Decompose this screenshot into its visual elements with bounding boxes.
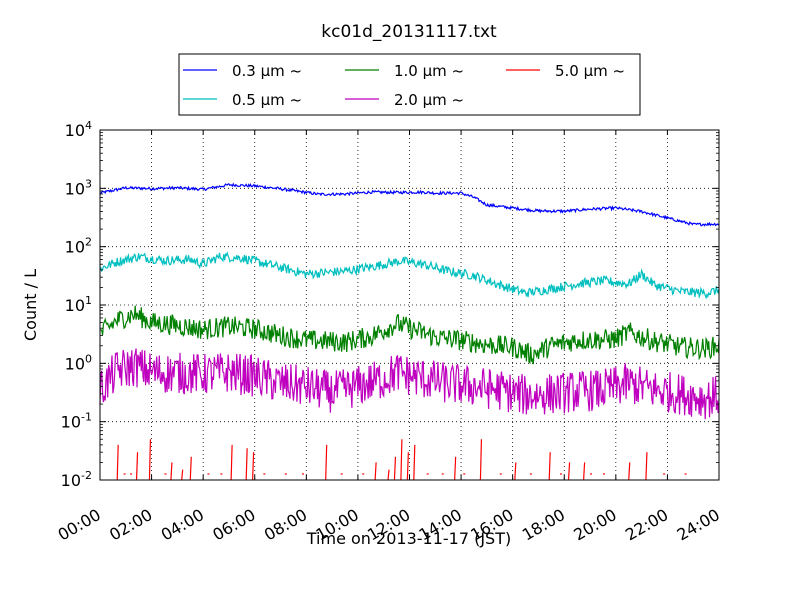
y-tick-label: 104 (65, 119, 92, 140)
legend-label: 2.0 µm ~ (394, 91, 464, 109)
series-spike (325, 444, 328, 481)
y-tick-label: 103 (65, 177, 92, 198)
series-spike (181, 469, 184, 481)
series-spike (252, 452, 255, 481)
series-spike (230, 444, 233, 481)
x-tick-label: 02:00 (106, 505, 155, 545)
series-spike (479, 439, 483, 481)
series-spike (170, 462, 173, 481)
x-tick-label: 06:00 (209, 505, 258, 545)
legend-item-1: 0.5 µm ~ (183, 91, 302, 109)
legend-item-3: 2.0 µm ~ (345, 91, 464, 109)
series-spike (645, 452, 648, 481)
series-spike (454, 456, 457, 481)
series-spike (567, 462, 571, 481)
series-spike (374, 462, 377, 481)
series-spike (245, 448, 248, 481)
series-spike (548, 452, 551, 481)
series-spike (406, 452, 409, 481)
y-tick-labels: 10-2 10-1 100 101 102 103 104 (61, 119, 92, 490)
legend-label: 0.3 µm ~ (232, 62, 302, 80)
plot-area (99, 129, 720, 481)
legend-box (178, 53, 641, 116)
legend-label: 0.5 µm ~ (232, 91, 302, 109)
series-spike (393, 456, 397, 481)
x-tick-label: 00:00 (55, 505, 104, 545)
series-spike (148, 439, 152, 481)
plot-frame (99, 129, 720, 481)
series-spike (400, 439, 403, 481)
y-tick-label: 101 (65, 294, 92, 315)
legend-item-4: 5.0 µm ~ (506, 62, 625, 80)
series-line-1 (99, 251, 720, 300)
series-spike (387, 469, 390, 481)
series-line-2 (100, 305, 720, 365)
x-axis-label: Time on 2013-11-17 (JST) (306, 529, 511, 548)
x-tick-label: 24:00 (674, 505, 723, 545)
series-spike (135, 452, 139, 481)
series-lines (99, 182, 720, 481)
legend-label: 1.0 µm ~ (394, 62, 464, 80)
series-line-0 (99, 182, 720, 227)
series-spike (189, 456, 192, 481)
legend-label: 5.0 µm ~ (555, 62, 625, 80)
legend-item-2: 1.0 µm ~ (345, 62, 464, 80)
series-spike (413, 444, 416, 481)
y-tick-label: 10-2 (61, 469, 92, 490)
legend: 0.3 µm ~ 0.5 µm ~ 1.0 µm ~ 2.0 µm ~ 5.0 µm ~ (178, 53, 641, 116)
legend-item-0: 0.3 µm ~ (183, 62, 302, 80)
series-spike (628, 462, 631, 481)
y-tick-label: 100 (65, 352, 92, 373)
y-tick-label: 10-1 (61, 411, 92, 432)
x-tick-label: 04:00 (158, 505, 207, 545)
series-spike (582, 462, 586, 481)
x-tick-label: 18:00 (519, 505, 568, 545)
x-tick-label: 20:00 (570, 505, 619, 545)
x-tick-label: 08:00 (261, 505, 310, 545)
chart-title: kc01d_20131117.txt (321, 22, 497, 42)
series-spike (116, 444, 119, 481)
y-tick-label: 102 (65, 236, 92, 257)
series-spike (514, 462, 517, 481)
series-line-3 (99, 348, 720, 420)
y-axis-label: Count / L (21, 269, 40, 341)
x-tick-label: 22:00 (622, 505, 671, 545)
